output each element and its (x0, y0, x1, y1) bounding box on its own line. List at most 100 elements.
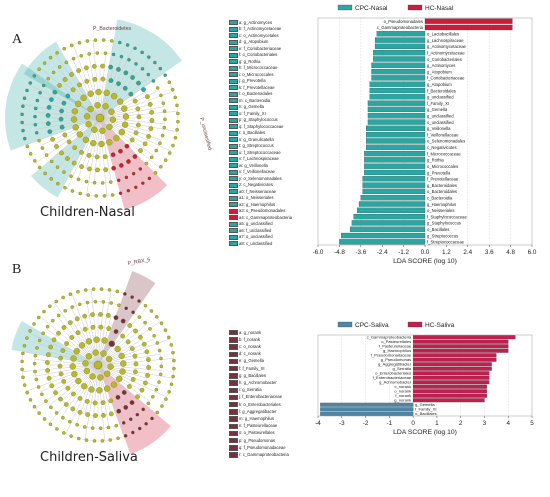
chart-bar-label: o_Pasteurellales (381, 339, 411, 344)
chart-bar-label: o_norank (394, 389, 412, 394)
legend-swatch (229, 39, 238, 45)
cladogram-node (175, 128, 179, 132)
cladogram-node (119, 368, 126, 375)
cladogram-node (157, 348, 162, 353)
legend-label: a0: f_Neisseriaceae (239, 188, 277, 194)
legend-label: a6: f_unclassified (239, 227, 272, 233)
chart-tick-label: -4.8 (334, 249, 345, 256)
cladogram-node (138, 167, 143, 171)
legend-label: m: g_Haemophilus (239, 415, 274, 421)
chart-bar-label: o_Bacteroidales (427, 189, 457, 194)
chart-bar-label: f_Veillonellaceae (427, 132, 459, 137)
cladogram-node (122, 113, 130, 120)
cladogram-node (128, 91, 134, 97)
cladogram-node (37, 67, 41, 71)
cladogram-node (87, 52, 91, 56)
cladogram-node (141, 407, 145, 412)
legend-label: q: f_Pseudomonadaceae (239, 444, 286, 450)
cladogram-node (136, 122, 141, 128)
cladogram-node (46, 352, 51, 357)
chart-bar (412, 366, 492, 371)
cladogram-node (70, 305, 75, 309)
cladogram-node (162, 125, 167, 130)
cladogram-node (62, 431, 66, 435)
cladogram-node (33, 106, 38, 111)
cladogram-node (69, 72, 74, 77)
cladogram-node (101, 337, 108, 344)
legend-label: s: g_Granulicatella (239, 136, 274, 142)
legend-label: u: f_Streptococcaceae (239, 149, 281, 155)
cladogram-node (51, 318, 55, 323)
cladogram-node (37, 411, 41, 415)
cladogram-node (145, 373, 150, 378)
cladogram-node (23, 136, 27, 141)
cladogram-node (147, 102, 153, 107)
cladogram-node (129, 400, 135, 405)
cladogram-node (133, 46, 137, 51)
chart-bar (369, 81, 426, 87)
legend-label: i: g_Serratia (239, 387, 262, 393)
cladogram-node (159, 93, 163, 98)
cladogram-node (40, 392, 44, 397)
cladogram-node (149, 155, 154, 160)
cladogram-node (53, 390, 58, 396)
legend-swatch (229, 344, 238, 350)
cladogram-node (76, 131, 83, 138)
cladogram-node (84, 399, 90, 404)
cladogram-node (20, 112, 24, 117)
cladogram-node (121, 421, 126, 425)
cladogram-node (109, 301, 113, 305)
cladogram-node (49, 97, 54, 102)
chart-bar (412, 371, 490, 376)
chart-x-axis-label: LDA SCORE (log 10) (393, 258, 457, 265)
chart-bar-label: g_unclassified (427, 114, 454, 119)
cladogram-node (129, 417, 133, 421)
cladogram-node (92, 349, 99, 356)
legend-label: d: c_norank (239, 351, 261, 357)
chart-bar (366, 132, 426, 138)
cladogram-node (76, 177, 81, 182)
cladogram-node (119, 54, 124, 59)
cladogram-node (71, 160, 77, 166)
cladogram-node (49, 405, 53, 410)
legend-label: y: o_Selenomonadales (239, 175, 282, 181)
cladogram-node (52, 89, 58, 95)
cladogram-node (78, 342, 86, 349)
cladogram-node (167, 151, 172, 155)
cladogram-node (45, 368, 50, 373)
cladogram-node (133, 361, 139, 367)
legend-label: l: o_Bacteroidales (239, 91, 273, 96)
legend-swatch (229, 234, 238, 240)
cladogram-node (102, 154, 108, 160)
legend-swatch (229, 337, 238, 343)
cladogram-node (134, 62, 138, 66)
cladogram-node (130, 75, 135, 80)
chart-tick-label: -2 (363, 420, 369, 427)
chart-bar-label: c_Negativicutes (427, 145, 457, 150)
legend-label: p: g_Pseudomonas (239, 437, 276, 443)
cladogram-node (100, 350, 107, 357)
cladogram-node (173, 95, 177, 100)
cladogram-node (96, 387, 103, 394)
cladogram-node (69, 363, 76, 370)
cladogram-branch (50, 117, 101, 160)
chart-legend-label: CPC-Saliva (355, 322, 389, 329)
chart-tick-label: -3 (339, 420, 345, 427)
cladogram-node (77, 410, 83, 415)
cladogram-node (95, 167, 100, 173)
cladogram-node (118, 352, 125, 360)
cladogram-node (143, 303, 148, 308)
cladogram-node (91, 126, 98, 133)
cladogram-node (158, 141, 162, 145)
chart-bar (367, 119, 426, 125)
cladogram-node (125, 43, 130, 47)
cladogram-node (159, 364, 164, 369)
chart-bar-label: o_Coriobacteriales (427, 57, 462, 62)
cladogram-branch (97, 290, 112, 366)
legend-label: g: g_Rothia (239, 58, 261, 64)
chart-bar-label: f_Micrococcaceae (427, 151, 461, 156)
cladogram-node (73, 348, 80, 355)
cladogram-node (123, 70, 129, 76)
cladogram-branch (73, 72, 101, 119)
cladogram-branch (35, 364, 99, 377)
